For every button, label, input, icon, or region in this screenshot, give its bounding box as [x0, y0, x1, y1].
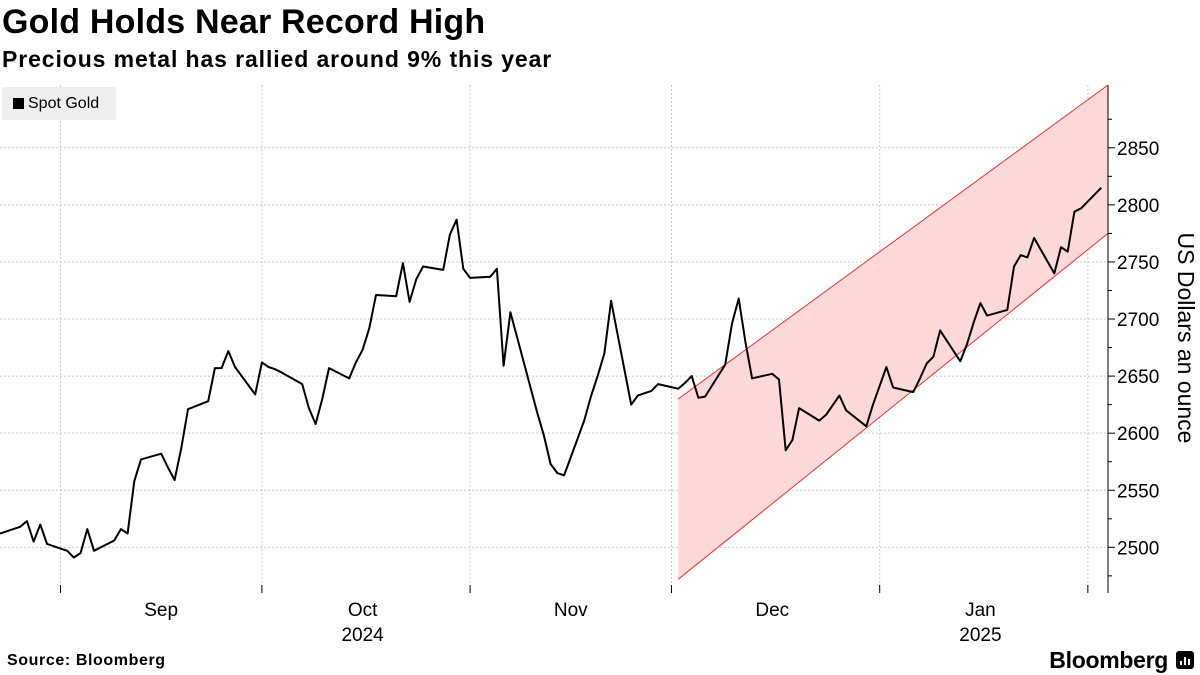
x-tick-label-dec: Dec — [755, 600, 789, 621]
y-tick-label-2850: 2850 — [1117, 139, 1159, 160]
x-tick-label-oct: Oct — [348, 600, 378, 621]
x-tick-label-nov: Nov — [554, 600, 588, 621]
trend-channel-upper-line — [677, 84, 1109, 400]
y-tick-label-2550: 2550 — [1117, 481, 1159, 502]
y-tick-label-2600: 2600 — [1117, 424, 1159, 445]
bloomberg-terminal-icon — [1176, 651, 1194, 669]
y-tick-label-2500: 2500 — [1117, 538, 1159, 559]
source-note: Source: Bloomberg — [7, 652, 166, 669]
y-tick-label-2700: 2700 — [1117, 310, 1159, 331]
x-tick-label-jan: Jan — [965, 600, 996, 621]
legend-swatch-spot-gold — [13, 98, 24, 109]
chart-title: Gold Holds Near Record High — [2, 3, 486, 41]
legend-label-spot-gold: Spot Gold — [28, 94, 100, 112]
brand-wordmark: Bloomberg — [1049, 647, 1168, 673]
y-tick-label-2800: 2800 — [1117, 196, 1159, 217]
y-tick-label-2750: 2750 — [1117, 253, 1159, 274]
axes: 2500 2550 2600 2650 2700 2750 2800 2850 Sep Oct 20… — [59, 85, 1159, 646]
legend: Spot Gold — [2, 87, 116, 120]
x-year-label-2024: 2024 — [341, 625, 384, 646]
series-lines — [0, 186, 1103, 559]
trend-channel-fill — [678, 85, 1108, 580]
x-tick-label-sep: Sep — [144, 600, 178, 621]
y-axis-label: US Dollars an ounce — [1173, 233, 1199, 444]
series-line-spot-gold — [0, 186, 1103, 559]
trend-channel — [677, 84, 1109, 580]
chart-subtitle: Precious metal has rallied around 9% thi… — [2, 46, 553, 72]
x-year-label-2025: 2025 — [959, 625, 1001, 646]
y-tick-label-2650: 2650 — [1117, 367, 1159, 388]
trend-channel-lower-line — [677, 233, 1109, 580]
gridlines — [0, 85, 1108, 593]
